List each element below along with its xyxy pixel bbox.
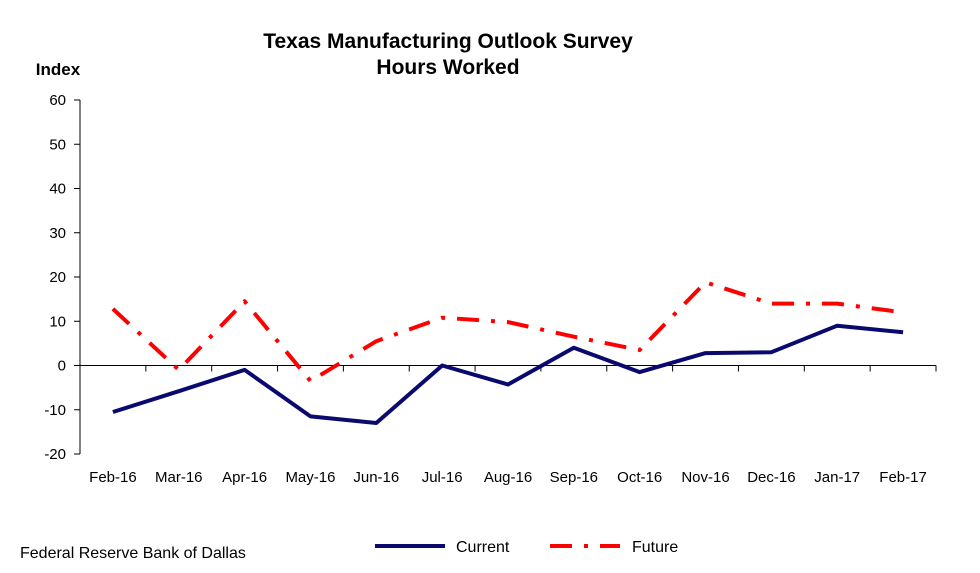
- series-line-current: [112, 323, 904, 425]
- x-tick-label: Apr-16: [222, 469, 267, 486]
- series-layer: [111, 280, 904, 425]
- x-tick-label: Sep-16: [550, 469, 598, 486]
- x-tick-label: Feb-16: [89, 469, 137, 486]
- y-tick-label: 0: [58, 358, 66, 375]
- legend-label-current: Current: [456, 539, 510, 556]
- axes: -20 -10 0 10 20 30 40 50 60 Feb-16 Mar-16 Apr-16 May…: [44, 92, 937, 486]
- chart-title: Texas Manufacturing Outlook Survey: [263, 30, 633, 53]
- chart-subtitle: Hours Worked: [376, 56, 519, 79]
- legend-label-future: Future: [632, 539, 678, 556]
- x-tick-label: Jan-17: [814, 469, 860, 486]
- x-tick-label: Feb-17: [879, 469, 927, 486]
- x-tick-label: Nov-16: [681, 469, 729, 486]
- y-tick-label: -10: [44, 402, 66, 419]
- x-tick-label: Jun-16: [353, 469, 399, 486]
- y-tick-label: 60: [49, 92, 66, 109]
- x-tick-label: Jul-16: [422, 469, 463, 486]
- source-credit: Federal Reserve Bank of Dallas: [20, 545, 246, 562]
- x-tick-label: Mar-16: [155, 469, 203, 486]
- y-tick-label: -20: [44, 446, 66, 463]
- x-tick-label: Oct-16: [617, 469, 662, 486]
- y-tick-label: 20: [49, 269, 66, 286]
- x-tick-label: May-16: [285, 469, 335, 486]
- x-tick-label: Dec-16: [747, 469, 795, 486]
- y-tick-label: 50: [49, 136, 66, 153]
- series-line-future: [111, 280, 904, 383]
- x-tick-label: Aug-16: [484, 469, 532, 486]
- y-axis-label: Index: [36, 60, 81, 79]
- y-tick-label: 40: [49, 181, 66, 198]
- y-tick-label: 30: [49, 225, 66, 242]
- y-tick-label: 10: [49, 313, 66, 330]
